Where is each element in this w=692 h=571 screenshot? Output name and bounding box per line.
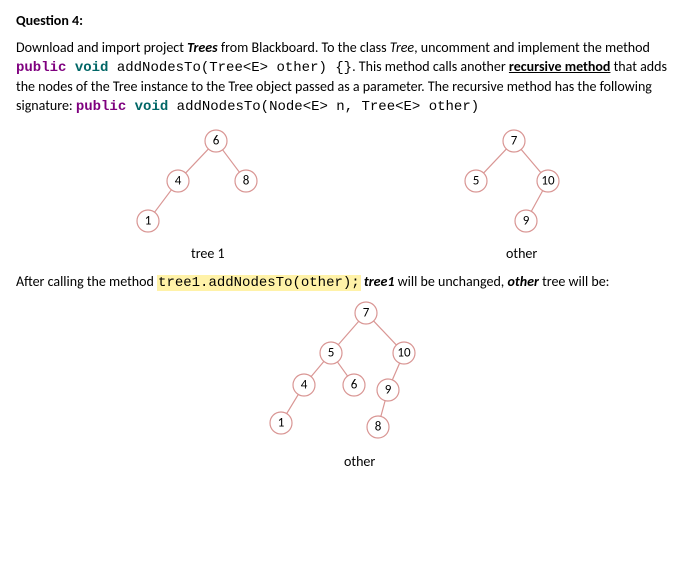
svg-text:9: 9 — [523, 213, 530, 228]
text: . This method calls another — [352, 58, 509, 75]
text: will be unchanged, — [395, 273, 508, 290]
svg-text:1: 1 — [278, 415, 285, 430]
after-text: After calling the method tree1.addNodesT… — [16, 273, 676, 291]
sig2-rest: addNodesTo(Node<E> n, Tree<E> other) — [168, 99, 479, 115]
svg-text:7: 7 — [363, 305, 370, 320]
svg-text:6: 6 — [351, 377, 358, 392]
svg-text:6: 6 — [213, 133, 220, 148]
project-name: Trees — [187, 39, 218, 56]
tree1-label: tree 1 — [191, 245, 225, 262]
tree1-word: tree1 — [364, 273, 395, 290]
tree1-box: 6 4 8 1 tree 1 — [106, 123, 286, 263]
other-word: other — [507, 273, 538, 290]
other2-box: 7 5 10 4 6 9 1 8 other — [236, 295, 456, 470]
text: tree will be: — [539, 273, 610, 290]
svg-text:10: 10 — [397, 345, 411, 360]
svg-text:7: 7 — [511, 133, 518, 148]
kw-void: void — [75, 60, 109, 76]
svg-text:5: 5 — [473, 173, 480, 188]
text: from Blackboard. To the class — [218, 39, 390, 56]
question-title: Question 4: — [16, 12, 676, 29]
text: , uncomment and implement the method — [414, 39, 650, 56]
kw-public: public — [76, 99, 126, 115]
svg-text:5: 5 — [328, 345, 335, 360]
recursive-method: recursive method — [509, 58, 611, 75]
other1-box: 7 5 10 9 other — [416, 123, 586, 263]
kw-void: void — [135, 99, 169, 115]
trees-after-row: 7 5 10 4 6 9 1 8 other — [16, 295, 676, 470]
call-code: tree1.addNodesTo(other); — [157, 275, 361, 291]
other1-svg: 7 5 10 9 — [416, 123, 586, 263]
other2-svg: 7 5 10 4 6 9 1 8 — [236, 295, 456, 470]
svg-text:8: 8 — [243, 173, 250, 188]
question-body: Download and import project Trees from B… — [16, 39, 676, 117]
trees-before-row: 6 4 8 1 tree 1 7 5 10 9 other — [16, 123, 676, 263]
class-name: Tree — [390, 39, 414, 56]
svg-text:9: 9 — [385, 382, 392, 397]
svg-text:10: 10 — [541, 173, 555, 188]
svg-text:4: 4 — [301, 377, 308, 392]
svg-text:8: 8 — [375, 419, 382, 434]
sig1-rest: addNodesTo(Tree<E> other) {} — [108, 60, 352, 76]
kw-public: public — [16, 60, 66, 76]
text: Download and import project — [16, 39, 187, 56]
tree1-svg: 6 4 8 1 — [106, 123, 286, 263]
other2-label: other — [344, 453, 375, 470]
svg-text:1: 1 — [145, 213, 152, 228]
text: After calling the method — [16, 273, 157, 290]
svg-text:4: 4 — [175, 173, 182, 188]
other1-label: other — [506, 245, 537, 262]
